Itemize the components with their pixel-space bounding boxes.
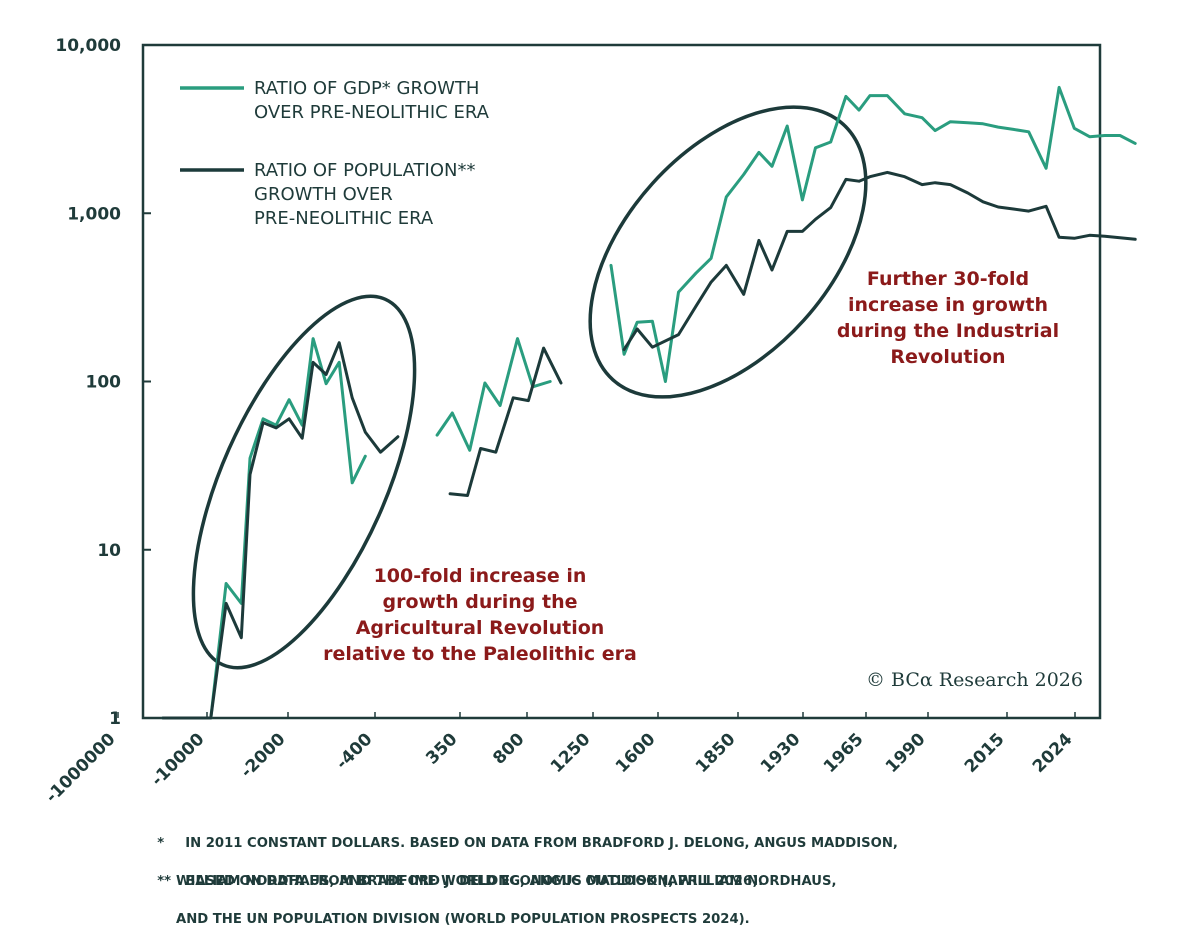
annotations: 100-fold increase in growth during the Agr… bbox=[323, 268, 1059, 665]
x-tick-label: 2015 bbox=[961, 729, 1009, 777]
footnote-1-line2: WILLIAM NORDHAUS, AND THE IMF WORLD ECON… bbox=[176, 874, 764, 889]
footnote-2-line1: BASED ON DATA FROM BRADFORD J. DELONG, A… bbox=[185, 874, 837, 889]
industrial-annotation-line: during the Industrial bbox=[837, 320, 1059, 342]
x-tick-label: -400 bbox=[332, 729, 376, 773]
agricultural-annotation-line: Agricultural Revolution bbox=[356, 617, 605, 639]
y-tick-label: 100 bbox=[86, 373, 122, 393]
x-tick-label: 1250 bbox=[547, 729, 595, 777]
x-tick-label: 350 bbox=[422, 729, 461, 768]
population-legend-label: PRE-NEOLITHIC ERA bbox=[254, 208, 434, 229]
y-tick-label: 1,000 bbox=[67, 204, 121, 224]
industrial-annotation-line: Revolution bbox=[890, 346, 1005, 368]
x-tick-label: -2000 bbox=[237, 729, 290, 782]
industrial-annotation-line: Further 30-fold bbox=[867, 268, 1029, 290]
agricultural-annotation-line: 100-fold increase in bbox=[374, 565, 587, 587]
gdp-legend-label: OVER PRE-NEOLITHIC ERA bbox=[254, 102, 490, 123]
gdp-legend-label: RATIO OF GDP* GROWTH bbox=[254, 78, 479, 99]
industrial-annotation-line: increase in growth bbox=[848, 294, 1048, 316]
legend: RATIO OF GDP* GROWTH OVER PRE-NEOLITHIC E… bbox=[180, 78, 490, 229]
footnote-2-mark: ** bbox=[157, 874, 171, 889]
y-tick-label: 10 bbox=[97, 541, 121, 561]
x-tick-label: 2024 bbox=[1029, 729, 1077, 777]
footnote-1: * IN 2011 CONSTANT DOLLARS. BASED ON DATA… bbox=[148, 815, 898, 891]
x-tick-label: -10000 bbox=[148, 729, 209, 790]
plot-border bbox=[141, 43, 1102, 720]
population-series-line-0 bbox=[161, 341, 400, 720]
x-tick-label: 1600 bbox=[612, 729, 660, 777]
y-tick-label: 1 bbox=[109, 709, 121, 729]
x-tick-label: 1990 bbox=[882, 729, 930, 777]
highlight-ellipses bbox=[191, 105, 868, 670]
agricultural-annotation-line: relative to the Paleolithic era bbox=[323, 643, 637, 665]
plot-frame bbox=[141, 43, 1102, 720]
x-tick-label: 800 bbox=[489, 729, 528, 768]
axis-ticks: 1 10 100 1,000 10,000 -1000000 -10000 -2000 -400… bbox=[42, 36, 1077, 807]
footnote-1-mark: * bbox=[157, 836, 165, 851]
agricultural-annotation-line: growth during the bbox=[382, 591, 577, 613]
x-tick-label: 1850 bbox=[692, 729, 740, 777]
population-legend-label: GROWTH OVER bbox=[254, 184, 393, 205]
credit-text: © BCα Research 2026 bbox=[866, 669, 1083, 691]
population-series-line-1 bbox=[448, 346, 563, 497]
population-series-line-2 bbox=[622, 170, 1137, 351]
population-legend-label: RATIO OF POPULATION** bbox=[254, 160, 475, 181]
footnote-2-line2: AND THE UN POPULATION DIVISION (WORLD PO… bbox=[176, 912, 750, 927]
agricultural-revolution-ellipse bbox=[191, 294, 417, 670]
footnote-2: ** BASED ON DATA FROM BRADFORD J. DELONG,… bbox=[148, 853, 836, 929]
gdp-series-line-2 bbox=[609, 85, 1137, 383]
series-lines bbox=[161, 85, 1137, 720]
footnote-1-line1: IN 2011 CONSTANT DOLLARS. BASED ON DATA … bbox=[185, 836, 898, 851]
x-tick-label: -1000000 bbox=[42, 729, 120, 807]
y-tick-label: 10,000 bbox=[55, 36, 121, 56]
industrial-revolution-ellipse bbox=[588, 105, 868, 399]
gdp-series-line-1 bbox=[435, 337, 552, 452]
x-tick-label: 1965 bbox=[820, 729, 868, 777]
x-tick-label: 1930 bbox=[757, 729, 805, 777]
gdp-series-line-0 bbox=[161, 337, 367, 720]
